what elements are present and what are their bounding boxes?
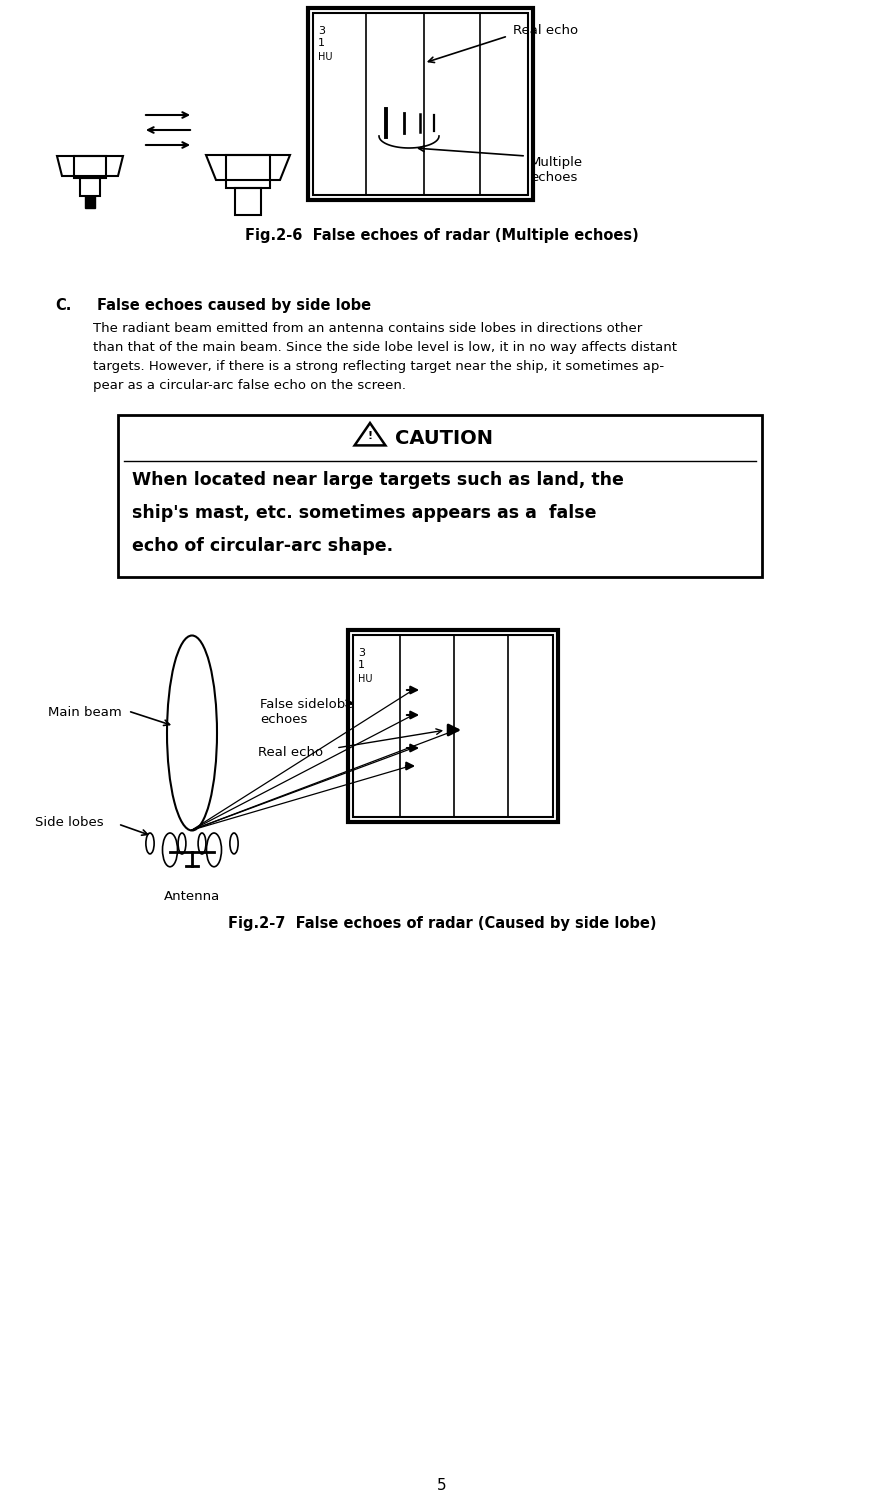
Text: 1: 1 — [318, 38, 325, 48]
Text: When located near large targets such as land, the: When located near large targets such as … — [132, 470, 624, 488]
Text: The radiant beam emitted from an antenna contains side lobes in directions other: The radiant beam emitted from an antenna… — [93, 322, 643, 335]
Polygon shape — [85, 195, 95, 207]
Bar — [118, 415, 762, 577]
Text: Antenna: Antenna — [164, 890, 220, 903]
Text: !: ! — [367, 431, 373, 440]
Text: 1: 1 — [358, 660, 365, 670]
Text: 5: 5 — [437, 1477, 447, 1492]
Text: pear as a circular-arc false echo on the screen.: pear as a circular-arc false echo on the… — [93, 379, 406, 392]
Text: 3: 3 — [358, 648, 365, 658]
Text: CAUTION: CAUTION — [395, 428, 493, 448]
Text: Side lobes: Side lobes — [35, 816, 104, 830]
Text: HU: HU — [318, 53, 333, 62]
Text: 3: 3 — [318, 26, 325, 36]
Text: Fig.2-6  False echoes of radar (Multiple echoes): Fig.2-6 False echoes of radar (Multiple … — [245, 228, 639, 243]
Bar — [348, 630, 558, 822]
Text: C.: C. — [55, 298, 72, 313]
Text: False sidelobe
echoes: False sidelobe echoes — [260, 697, 353, 726]
Bar — [353, 634, 553, 818]
Text: False echoes caused by side lobe: False echoes caused by side lobe — [97, 298, 371, 313]
Text: Fig.2-7  False echoes of radar (Caused by side lobe): Fig.2-7 False echoes of radar (Caused by… — [227, 915, 657, 930]
Text: echo of circular-arc shape.: echo of circular-arc shape. — [132, 537, 393, 555]
Text: targets. However, if there is a strong reflecting target near the ship, it somet: targets. However, if there is a strong r… — [93, 361, 664, 373]
Text: Real echo: Real echo — [258, 745, 323, 759]
Text: Real echo: Real echo — [513, 24, 578, 36]
Text: ship's mast, etc. sometimes appears as a  false: ship's mast, etc. sometimes appears as a… — [132, 504, 596, 522]
Bar — [313, 14, 528, 195]
Bar — [308, 8, 533, 200]
Text: Main beam: Main beam — [48, 706, 122, 718]
Text: Multiple
echoes: Multiple echoes — [530, 156, 583, 183]
Text: than that of the main beam. Since the side lobe level is low, it in no way affec: than that of the main beam. Since the si… — [93, 341, 677, 355]
Text: HU: HU — [358, 673, 373, 684]
